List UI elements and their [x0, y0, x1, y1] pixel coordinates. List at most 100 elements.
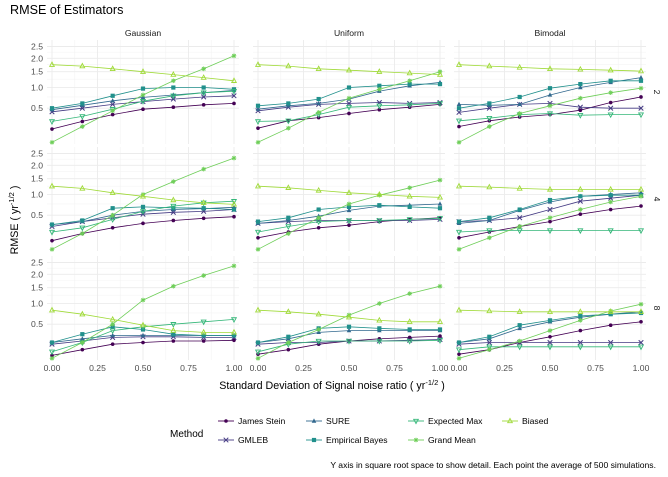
data-point-biased — [254, 182, 262, 189]
data-point-js — [639, 95, 643, 99]
data-point-js — [457, 235, 461, 240]
data-point-sure — [547, 92, 553, 97]
legend-item-eb: Empirical Bayes — [306, 435, 388, 445]
data-point-gm — [437, 283, 443, 289]
data-point-eb — [608, 312, 613, 317]
legend-item-em: Expected Max — [408, 416, 483, 426]
data-point-gm — [547, 215, 553, 221]
data-point-em — [345, 105, 353, 111]
y-tick-label: 1.0 — [31, 190, 43, 200]
x-tick-label: 0.75 — [587, 363, 604, 373]
data-point-sure — [286, 217, 291, 223]
data-point-eb — [437, 81, 443, 87]
data-point-js — [110, 112, 115, 117]
y-tick-label: 2.0 — [31, 160, 43, 170]
data-point-eb — [316, 207, 321, 212]
data-point-em — [637, 112, 645, 119]
data-point-biased — [486, 62, 493, 69]
legend-label: Biased — [522, 416, 548, 426]
data-point-em — [546, 228, 554, 235]
data-point-sure — [110, 332, 115, 338]
data-point-gm — [286, 340, 291, 345]
y-tick-label: 1.5 — [31, 283, 43, 293]
data-point-gm — [578, 207, 583, 212]
data-point-biased — [436, 193, 444, 200]
data-point-eb — [487, 101, 492, 106]
data-point-biased — [637, 185, 645, 192]
data-point-em — [406, 217, 413, 223]
data-point-eb — [456, 106, 462, 111]
data-point-eb — [201, 333, 206, 338]
data-point-biased — [486, 183, 493, 190]
data-point-gm — [201, 166, 206, 172]
data-point-gmleb — [638, 105, 644, 111]
data-point-em — [230, 89, 238, 95]
data-point-biased — [607, 185, 614, 192]
data-point-em — [455, 229, 463, 236]
data-point-biased — [577, 185, 584, 192]
strip-label-gaussian: Gaussian — [125, 28, 162, 38]
data-point-gm — [171, 179, 176, 184]
chart-caption: Y axis in square root space to show deta… — [330, 460, 656, 470]
data-point-em — [455, 347, 463, 354]
chart-title: RMSE of Estimators — [10, 3, 123, 17]
data-point-biased — [455, 182, 463, 189]
data-point-em — [607, 112, 614, 119]
strip-label-uniform: Uniform — [334, 28, 364, 38]
strip-label-row-8: 8 — [652, 306, 662, 311]
panel-gaussian-2 — [47, 40, 239, 145]
data-point-biased — [607, 308, 614, 314]
data-point-eb — [346, 85, 352, 90]
series-line-em — [257, 103, 441, 122]
data-point-eb — [80, 332, 85, 337]
data-point-gm — [487, 235, 492, 241]
data-point-biased — [139, 321, 147, 328]
data-point-biased — [79, 184, 86, 191]
data-point-em — [315, 338, 322, 345]
data-point-biased — [254, 61, 262, 67]
data-point-sure — [437, 201, 443, 206]
y-tick-labels: 0.51.01.52.02.50.51.01.52.02.50.51.01.52… — [31, 42, 43, 330]
data-point-eb — [578, 81, 583, 87]
data-point-biased — [455, 306, 463, 313]
data-point-js — [608, 207, 613, 212]
data-point-gm — [80, 340, 85, 345]
data-point-biased — [315, 65, 322, 71]
data-point-js — [608, 100, 613, 105]
data-point-eb — [608, 78, 613, 83]
data-point-em — [48, 119, 56, 125]
data-point-eb — [49, 106, 55, 111]
data-point-gm — [110, 321, 115, 327]
data-point-js — [639, 319, 643, 324]
data-point-js — [50, 127, 54, 131]
data-point-em — [455, 118, 463, 125]
series-line-biased — [257, 309, 440, 323]
data-point-eb — [80, 101, 85, 106]
data-point-eb — [201, 85, 206, 90]
y-tick-label: 2.5 — [31, 42, 43, 52]
data-point-biased — [637, 67, 645, 74]
data-point-biased — [230, 328, 238, 335]
data-point-js — [548, 219, 552, 224]
data-point-gmleb — [577, 198, 583, 204]
legend-label: Empirical Bayes — [326, 435, 388, 445]
data-point-gm — [407, 185, 412, 191]
data-point-js — [639, 204, 643, 208]
data-point-em — [516, 228, 523, 235]
data-point-eb — [437, 206, 443, 211]
y-tick-label: 0.5 — [31, 210, 43, 220]
data-point-gm — [638, 194, 644, 199]
data-point-biased — [455, 61, 463, 67]
panel-uniform-8 — [253, 256, 445, 361]
legend-item-biased: Biased — [502, 416, 548, 426]
data-point-gm — [547, 103, 553, 109]
data-point-eb — [638, 310, 644, 316]
data-point-js — [80, 119, 85, 124]
data-point-biased — [546, 185, 554, 192]
legend-label: Grand Mean — [428, 435, 476, 445]
data-point-em — [637, 228, 645, 235]
data-point-biased — [285, 308, 292, 314]
data-point-gmleb — [577, 339, 583, 346]
series-line-em — [458, 346, 641, 351]
